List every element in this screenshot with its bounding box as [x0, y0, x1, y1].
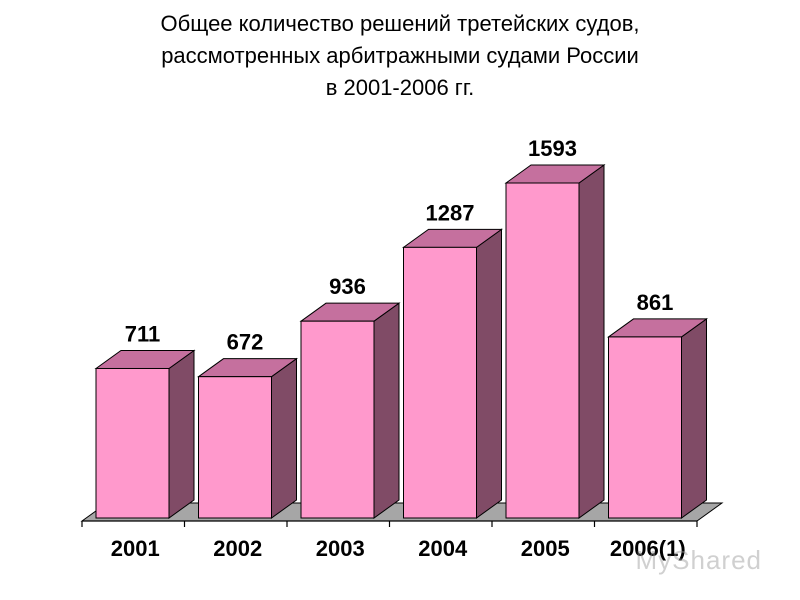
data-label-2004: 1287: [426, 200, 475, 225]
data-label-2005: 1593: [528, 136, 577, 161]
bar-2001: [95, 367, 170, 519]
bar-2005: [505, 182, 580, 519]
data-label-2002: 672: [227, 330, 264, 355]
chart-title-line-2: рассмотренных арбитражными судами России: [161, 43, 639, 68]
data-label-2001: 711: [125, 321, 161, 346]
data-label-2003: 936: [329, 274, 366, 299]
bar-side-2002: [271, 357, 297, 519]
bar-2006(1): [608, 336, 682, 519]
x-tick-label-2004: 2004: [418, 536, 468, 561]
bar-side-2005: [578, 164, 605, 519]
chart-title: Общее количество решений третейских судо…: [0, 8, 800, 104]
x-tick-label-2006(1): 2006(1): [610, 536, 686, 561]
x-tick-label-2005: 2005: [521, 536, 570, 561]
bar-2003: [300, 320, 375, 519]
chart-title-line-1: Общее количество решений третейских судо…: [160, 11, 640, 36]
bar-side-2001: [168, 349, 195, 519]
watermark-logo: MyShared: [635, 545, 762, 575]
bar-2004: [403, 246, 477, 519]
data-label-2006(1): 861: [637, 290, 674, 315]
x-tick-label-2003: 2003: [316, 536, 365, 561]
chart-title-line-3: в 2001-2006 гг.: [325, 75, 475, 100]
x-tick-label-2001: 2001: [111, 536, 160, 561]
x-tick-label-2002: 2002: [213, 536, 262, 561]
bar-side-2006(1): [681, 317, 707, 519]
bar-side-2003: [373, 302, 400, 519]
bar-side-2004: [476, 228, 502, 519]
bar-2002: [198, 376, 272, 519]
